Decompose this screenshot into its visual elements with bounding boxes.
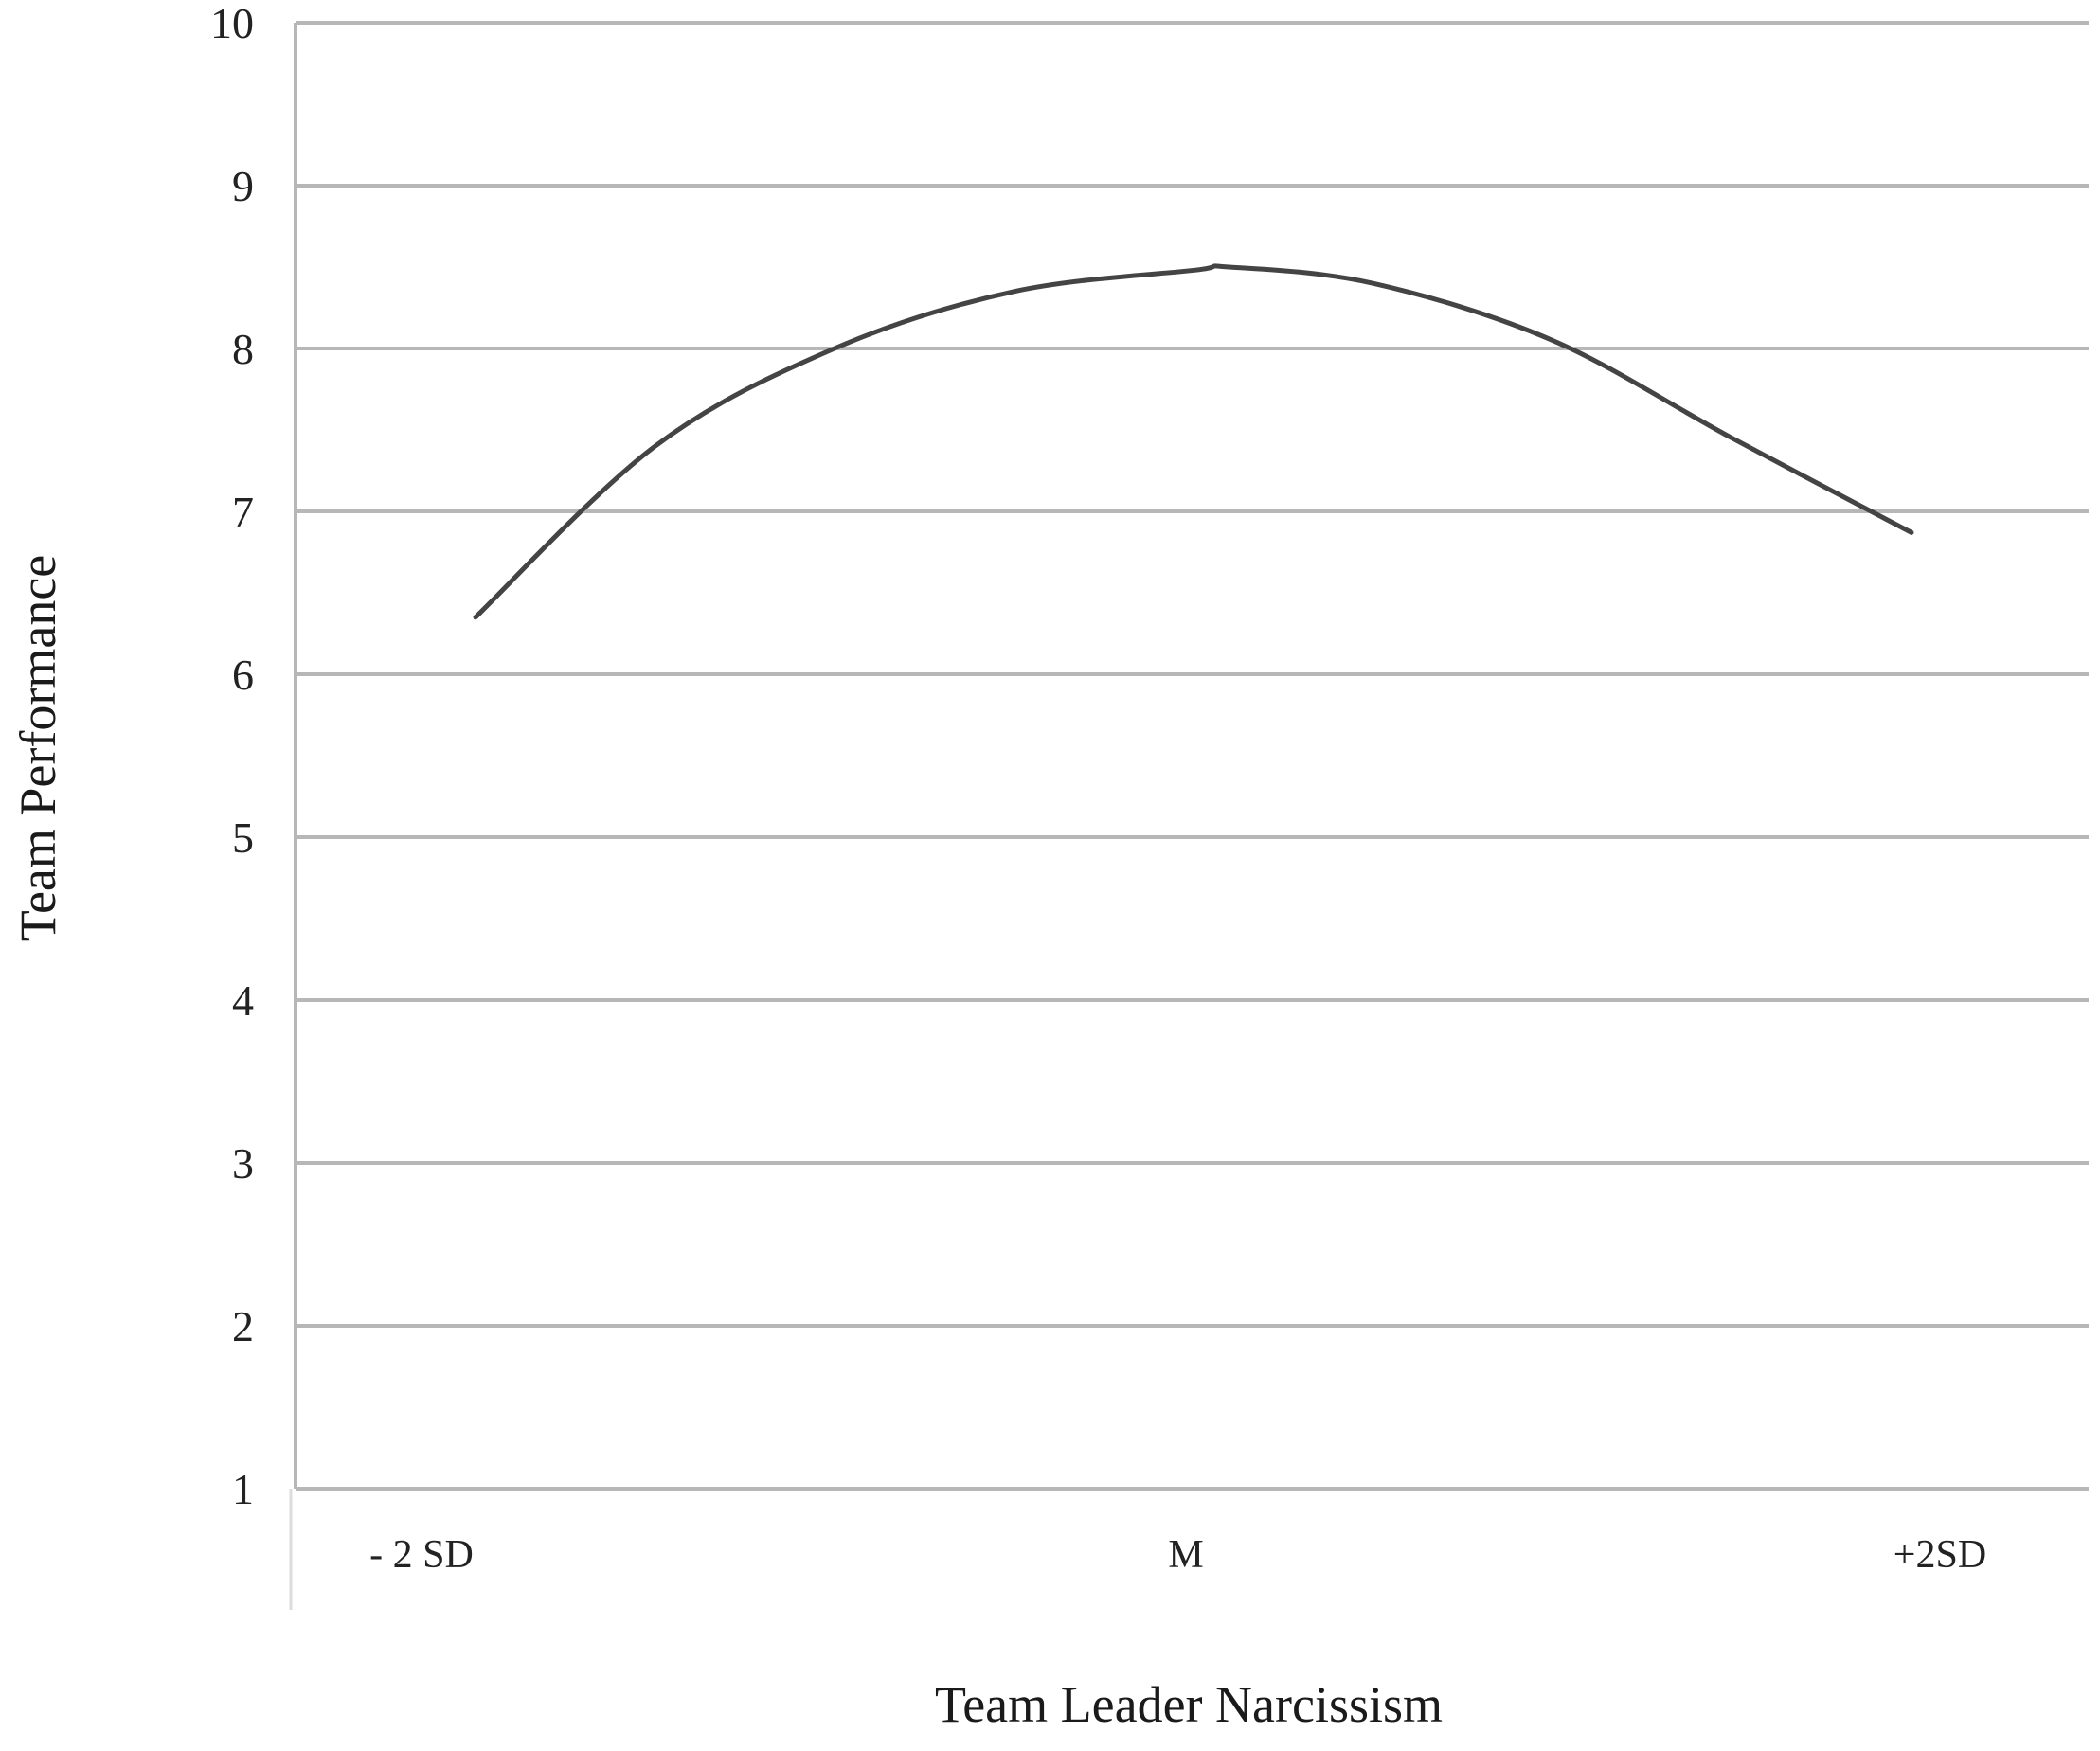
y-tick-label: 6 [232, 651, 254, 699]
y-axis-label: Team Performance [9, 555, 66, 942]
y-tick-label: 5 [232, 813, 254, 862]
y-tick-label: 9 [232, 162, 254, 210]
x-axis-label: Team Leader Narcissism [935, 1676, 1443, 1733]
x-tick-labels: - 2 SD M +2SD [369, 1533, 1986, 1577]
y-tick-label: 8 [232, 325, 254, 373]
y-tick-labels: 1 2 3 4 5 6 7 8 9 10 [210, 0, 254, 1513]
y-tick-label: 2 [232, 1302, 254, 1350]
gridlines [296, 21, 2089, 1491]
y-tick-label: 7 [232, 488, 254, 536]
y-tick-label: 3 [232, 1139, 254, 1188]
x-tick-label: +2SD [1894, 1533, 1986, 1577]
axes [289, 23, 297, 1610]
x-tick-label: - 2 SD [369, 1533, 474, 1577]
x-tick-label: M [1168, 1533, 1203, 1577]
y-tick-label: 1 [232, 1465, 254, 1513]
series-line [473, 263, 1914, 620]
y-tick-label: 4 [232, 976, 254, 1025]
y-tick-label: 10 [210, 0, 254, 47]
